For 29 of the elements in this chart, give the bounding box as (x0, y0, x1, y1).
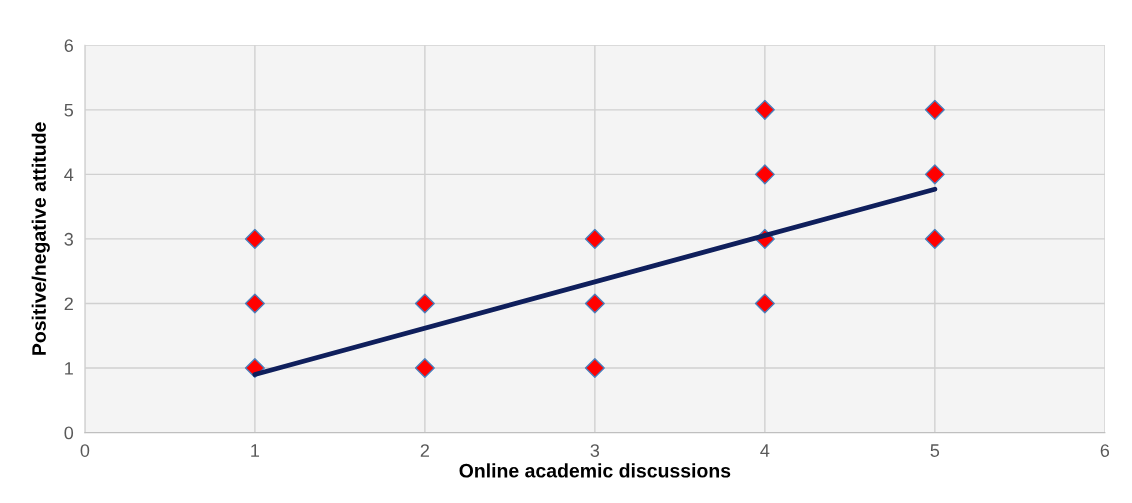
y-tick-label: 0 (64, 426, 74, 440)
point (584, 293, 605, 314)
x-axis-title: Online academic discussions (459, 463, 731, 478)
y-tick-label: 6 (64, 39, 73, 52)
x-tick-label: 3 (590, 444, 600, 457)
point (414, 358, 435, 379)
point (754, 164, 775, 185)
y-tick-label: 3 (64, 232, 73, 246)
point (584, 228, 605, 249)
y-tick-label: 1 (65, 362, 73, 375)
x-tick-label: 1 (251, 444, 260, 457)
y-tick-label: 2 (64, 297, 73, 311)
point (584, 358, 605, 379)
x-tick-label: 0 (80, 444, 90, 457)
point (754, 293, 775, 314)
y-tick-label: 5 (64, 103, 74, 117)
point (754, 99, 775, 120)
x-tick-label: 6 (1100, 444, 1110, 457)
point (924, 99, 945, 120)
point (414, 293, 435, 314)
x-tick-label: 4 (760, 444, 770, 457)
y-tick-label: 4 (64, 168, 74, 181)
y-axis-title: Positive/negative attitude (31, 122, 50, 355)
x-tick-label: 2 (420, 444, 429, 457)
point (924, 164, 945, 185)
point (244, 293, 265, 314)
point (244, 228, 265, 249)
point (924, 228, 945, 249)
x-tick-label: 5 (930, 444, 940, 457)
